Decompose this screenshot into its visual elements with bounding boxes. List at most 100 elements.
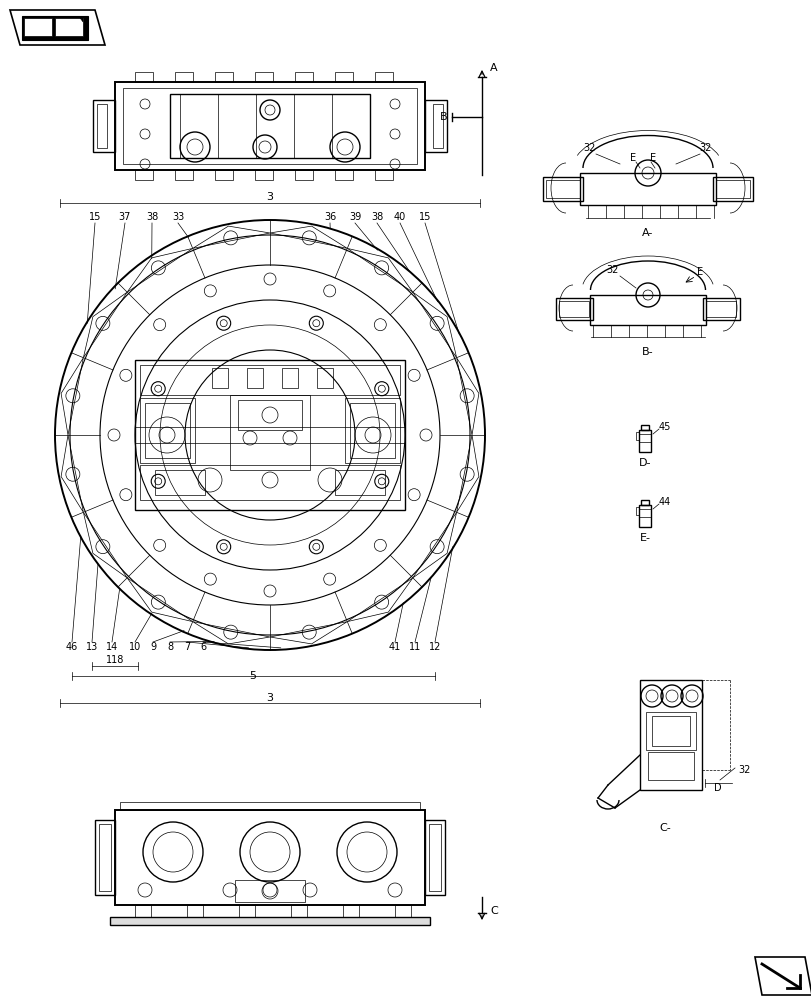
Bar xyxy=(590,295,705,325)
Text: C: C xyxy=(489,906,497,916)
Bar xyxy=(647,752,693,780)
Text: 118: 118 xyxy=(105,655,124,665)
Bar xyxy=(294,72,312,82)
Bar xyxy=(95,820,115,895)
Bar xyxy=(120,802,419,810)
Text: 7: 7 xyxy=(183,642,190,652)
Bar xyxy=(345,398,400,463)
Bar xyxy=(702,298,739,320)
Bar xyxy=(238,905,255,917)
Text: 46: 46 xyxy=(66,642,78,652)
Bar xyxy=(169,94,370,158)
Bar xyxy=(428,824,440,891)
Text: 38: 38 xyxy=(146,212,158,222)
Polygon shape xyxy=(22,16,88,40)
Bar xyxy=(135,905,151,917)
Bar xyxy=(579,173,715,205)
Bar xyxy=(375,170,393,180)
Bar xyxy=(635,432,638,440)
Bar xyxy=(215,72,233,82)
Bar xyxy=(135,360,405,510)
Bar xyxy=(238,400,302,430)
Text: A-: A- xyxy=(642,228,653,238)
Bar xyxy=(135,170,152,180)
Text: 32: 32 xyxy=(737,765,749,775)
Bar xyxy=(145,403,190,458)
Bar xyxy=(97,104,107,148)
Text: B: B xyxy=(440,112,448,122)
Text: 15: 15 xyxy=(88,212,101,222)
Bar xyxy=(638,505,650,527)
Bar xyxy=(294,170,312,180)
Bar xyxy=(335,72,353,82)
Text: 36: 36 xyxy=(324,212,336,222)
Bar xyxy=(335,470,384,495)
Bar xyxy=(651,716,689,746)
Text: 33: 33 xyxy=(172,212,184,222)
Text: B-: B- xyxy=(642,347,653,357)
Text: 11: 11 xyxy=(409,642,421,652)
Text: 38: 38 xyxy=(371,212,383,222)
Text: 32: 32 xyxy=(583,143,595,153)
Bar xyxy=(175,72,193,82)
Bar xyxy=(115,82,424,170)
Text: 5: 5 xyxy=(249,671,256,681)
Bar xyxy=(135,72,152,82)
Bar xyxy=(432,104,443,148)
Bar xyxy=(290,905,307,917)
Bar xyxy=(255,72,272,82)
Bar xyxy=(705,301,735,317)
Text: C-: C- xyxy=(659,823,670,833)
Bar xyxy=(640,500,648,505)
Bar xyxy=(316,368,333,388)
Bar xyxy=(139,465,400,500)
Bar xyxy=(558,301,588,317)
Text: E: E xyxy=(696,267,702,277)
Polygon shape xyxy=(80,18,83,22)
Text: 41: 41 xyxy=(388,642,401,652)
Text: 6: 6 xyxy=(200,642,206,652)
Bar xyxy=(93,100,115,152)
Bar xyxy=(139,365,400,395)
Bar xyxy=(424,820,444,895)
Bar xyxy=(175,170,193,180)
Bar xyxy=(424,100,446,152)
Bar xyxy=(715,180,749,198)
Text: 10: 10 xyxy=(129,642,141,652)
Bar xyxy=(155,470,204,495)
Text: 40: 40 xyxy=(393,212,406,222)
Text: 32: 32 xyxy=(606,265,619,275)
Text: E-: E- xyxy=(639,533,650,543)
Bar xyxy=(115,810,424,905)
Text: 15: 15 xyxy=(418,212,431,222)
Polygon shape xyxy=(10,10,105,45)
Bar xyxy=(556,298,592,320)
Bar xyxy=(639,680,702,790)
Bar xyxy=(350,403,394,458)
Text: 9: 9 xyxy=(150,642,156,652)
Bar xyxy=(99,824,111,891)
Bar xyxy=(335,170,353,180)
Text: 45: 45 xyxy=(659,422,671,432)
Bar xyxy=(646,712,695,750)
Text: 12: 12 xyxy=(428,642,440,652)
Bar xyxy=(342,905,358,917)
Polygon shape xyxy=(754,957,811,995)
Text: 14: 14 xyxy=(105,642,118,652)
Bar xyxy=(230,395,310,470)
Bar xyxy=(187,905,203,917)
Bar xyxy=(247,368,263,388)
Bar xyxy=(215,170,233,180)
Text: 3: 3 xyxy=(266,192,273,202)
Text: 13: 13 xyxy=(86,642,98,652)
Text: D: D xyxy=(714,783,721,793)
Bar xyxy=(109,917,430,925)
Bar xyxy=(255,170,272,180)
Text: E: E xyxy=(649,153,655,163)
Text: 3: 3 xyxy=(266,693,273,703)
Text: 39: 39 xyxy=(349,212,361,222)
Text: D-: D- xyxy=(638,458,650,468)
Bar xyxy=(635,507,638,515)
Text: 32: 32 xyxy=(699,143,711,153)
Text: 44: 44 xyxy=(659,497,671,507)
